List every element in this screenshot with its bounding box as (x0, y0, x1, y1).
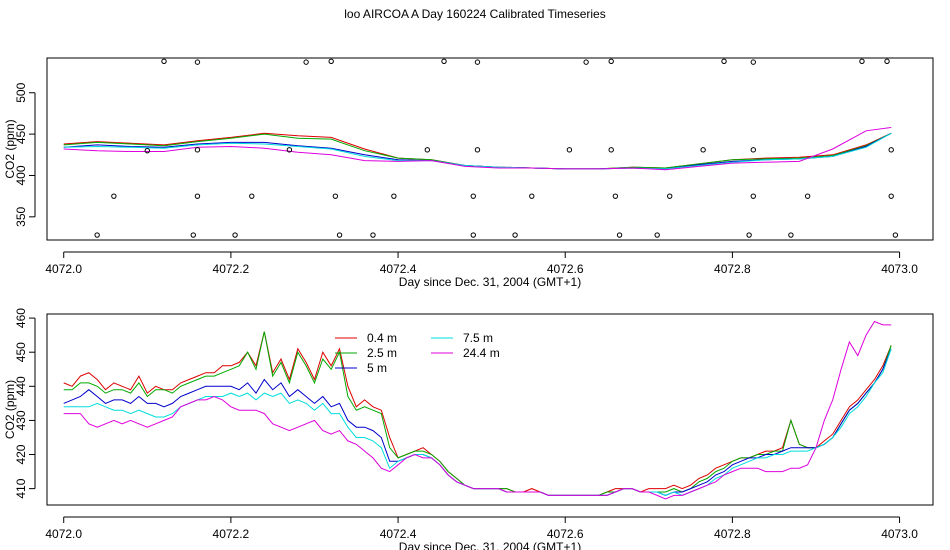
plot1-series-line-0-4-m (63, 132, 892, 170)
plot2-y-tick-label: 460 (14, 308, 28, 328)
plot1-calibration-point (700, 147, 706, 153)
chart-title: loo AIRCOA A Day 160224 Calibrated Times… (344, 7, 606, 21)
plot1-calibration-point (512, 232, 518, 238)
plot1-calibration-point (804, 193, 811, 199)
plot1-series-line-24-4-m (63, 127, 892, 171)
plot1-x-tick-label: 4073.0 (881, 262, 918, 276)
plot1-calibration-point (470, 232, 476, 238)
plot1-calibration-point (144, 147, 151, 154)
plot1-calibration-point (888, 193, 894, 199)
plot2-y-tick-label: 420 (14, 444, 28, 464)
plot1-calibration-point (608, 147, 614, 153)
plot1-x-tick-label: 4072.4 (380, 262, 417, 276)
legend-label: 2.5 m (367, 346, 397, 360)
legend-label: 5 m (367, 361, 387, 375)
plot1-calibration-point (249, 193, 255, 199)
plot2-y-axis-label: CO2 (ppm) (3, 380, 17, 439)
plot1-calibration-point (424, 147, 431, 153)
plot1-calibration-point (529, 193, 535, 199)
plot2-series-line-24-4-m (63, 320, 892, 500)
plot2-y-tick-label: 440 (14, 376, 28, 396)
plot2-y-tick-label: 450 (14, 342, 28, 362)
plot1-y-tick-label: 450 (14, 124, 28, 144)
plot1-frame (46, 57, 934, 241)
plot1-calibration-point (470, 193, 476, 199)
plot1-calibration-point (194, 193, 201, 199)
plot1-calibration-point (583, 59, 589, 65)
plot1-y-axis-label: CO2 (ppm) (3, 119, 17, 178)
plot1-calibration-point (884, 58, 890, 65)
plot1-calibration-point (232, 232, 238, 238)
plot1-calibration-point (441, 58, 447, 65)
plot2-x-tick-label: 4072.8 (714, 527, 751, 541)
plot1-calibration-point (788, 232, 794, 238)
plot2-series-line-5-m (63, 348, 892, 496)
plot1-calibration-point (474, 59, 481, 65)
plot1-calibration-point (746, 232, 752, 238)
plot1-calibration-point (286, 147, 293, 153)
plot1-calibration-point (336, 232, 343, 238)
plot1-y-tick-label: 500 (14, 82, 28, 102)
plot1-series-line-5-m (63, 132, 892, 170)
plot1-calibration-point (721, 58, 727, 65)
plot1-x-tick-label: 4072.0 (45, 262, 82, 276)
plot1-calibration-point (474, 147, 481, 153)
plot1-calibration-point (332, 193, 339, 199)
plot2-x-tick-label: 4073.0 (881, 527, 918, 541)
legend-label: 7.5 m (463, 331, 493, 345)
plot1-calibration-point (750, 147, 756, 153)
plot2-x-tick-label: 4072.2 (213, 527, 250, 541)
plot2-x-tick-label: 4072.4 (380, 527, 417, 541)
plot1-calibration-point (161, 58, 167, 65)
plot1-series-line-2-5-m (63, 132, 892, 170)
plot2-x-axis-label: Day since Dec. 31, 2004 (GMT+1) (399, 540, 581, 550)
plot1-x-tick-label: 4072.6 (547, 262, 584, 276)
plot1-y-tick-label: 400 (14, 165, 28, 185)
plot1-calibration-point (194, 59, 201, 65)
plot1-calibration-point (370, 232, 376, 238)
plot1-calibration-point (654, 232, 660, 238)
plot2-x-tick-label: 4072.0 (45, 527, 82, 541)
plot1-calibration-point (111, 193, 117, 199)
plot1-calibration-point (616, 232, 623, 238)
plot1-calibration-point (94, 232, 100, 238)
plot2-x-tick-label: 4072.6 (547, 527, 584, 541)
plot1-calibration-point (750, 193, 756, 199)
plot1-calibration-point (328, 58, 334, 65)
plot2-y-tick-label: 430 (14, 410, 28, 430)
plot1-x-axis-label: Day since Dec. 31, 2004 (GMT+1) (399, 275, 581, 289)
plot1-calibration-point (391, 193, 397, 199)
plot1-calibration-point (608, 58, 614, 65)
plot1-calibration-point (888, 147, 894, 153)
legend-label: 24.4 m (463, 346, 500, 360)
plot2-series-line-7-5-m (63, 348, 892, 496)
plot1-calibration-point (859, 58, 865, 65)
legend-label: 0.4 m (367, 331, 397, 345)
plot1-calibration-point (612, 193, 619, 199)
plot1-y-tick-label: 350 (14, 207, 28, 227)
plot1-x-tick-label: 4072.8 (714, 262, 751, 276)
plot1-calibration-point (194, 147, 201, 153)
plot1-calibration-point (667, 193, 673, 199)
plot2-y-tick-label: 410 (14, 478, 28, 498)
plot2-frame (46, 313, 934, 506)
plot1-calibration-point (566, 147, 573, 153)
plot1-calibration-point (892, 232, 899, 238)
plot1-x-tick-label: 4072.2 (213, 262, 250, 276)
plot1-calibration-point (303, 59, 309, 65)
plot1-series-line-7-5-m (63, 132, 892, 170)
plot1-calibration-point (750, 59, 756, 65)
plot1-calibration-point (190, 232, 196, 238)
